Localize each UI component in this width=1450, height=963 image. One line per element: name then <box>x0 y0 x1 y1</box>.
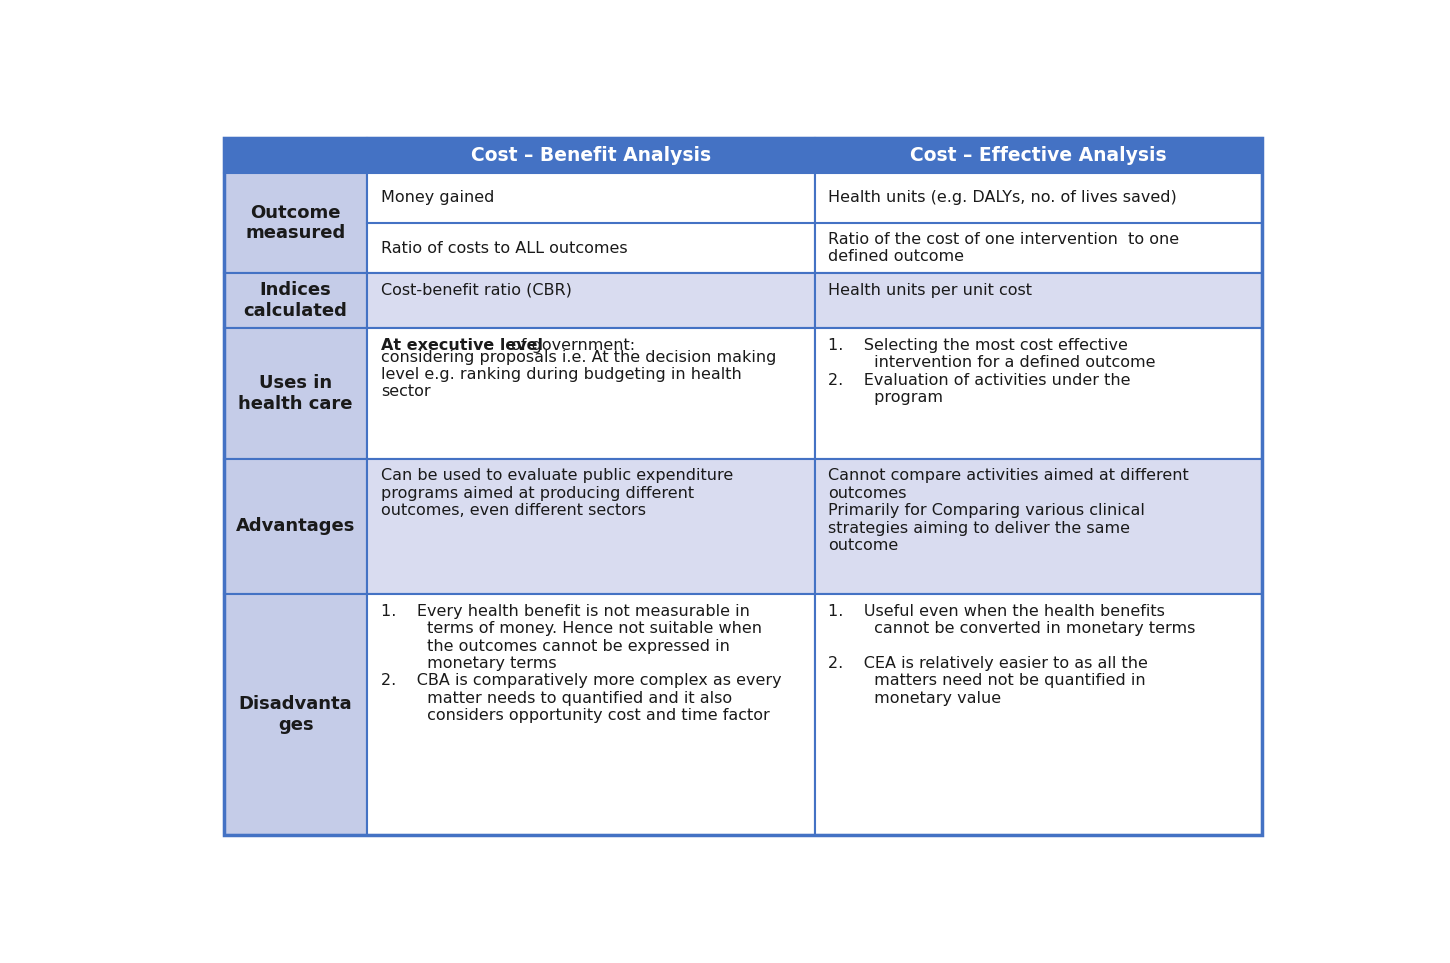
Text: Health units (e.g. DALYs, no. of lives saved): Health units (e.g. DALYs, no. of lives s… <box>828 191 1177 205</box>
Text: Ratio of the cost of one intervention  to one
defined outcome: Ratio of the cost of one intervention to… <box>828 232 1179 264</box>
Text: Cost – Effective Analysis: Cost – Effective Analysis <box>911 145 1167 165</box>
Bar <box>223 173 367 273</box>
Bar <box>367 173 815 273</box>
Bar <box>223 594 367 835</box>
Text: Cannot compare activities aimed at different
outcomes
Primarily for Comparing va: Cannot compare activities aimed at diffe… <box>828 468 1189 553</box>
Text: Ratio of costs to ALL outcomes: Ratio of costs to ALL outcomes <box>381 241 628 255</box>
Bar <box>367 273 815 328</box>
Bar <box>223 138 367 173</box>
Text: Money gained: Money gained <box>381 191 494 205</box>
Bar <box>223 328 367 458</box>
Text: Disadvanta
ges: Disadvanta ges <box>239 695 352 734</box>
Bar <box>815 173 1263 273</box>
Text: 1.    Selecting the most cost effective
         intervention for a defined outc: 1. Selecting the most cost effective int… <box>828 338 1156 405</box>
Text: Can be used to evaluate public expenditure
programs aimed at producing different: Can be used to evaluate public expenditu… <box>381 468 734 518</box>
Bar <box>223 273 367 328</box>
Text: At executive level: At executive level <box>381 338 542 353</box>
Text: Advantages: Advantages <box>236 517 355 535</box>
Text: Outcome
measured: Outcome measured <box>245 203 345 243</box>
Bar <box>367 328 815 458</box>
Bar <box>367 594 815 835</box>
Bar <box>815 594 1263 835</box>
Bar <box>223 458 367 594</box>
Text: Indices
calculated: Indices calculated <box>244 281 348 320</box>
Bar <box>367 458 815 594</box>
Text: Cost – Benefit Analysis: Cost – Benefit Analysis <box>471 145 710 165</box>
Text: considering proposals i.e. At the decision making
level e.g. ranking during budg: considering proposals i.e. At the decisi… <box>381 350 776 400</box>
Bar <box>367 138 815 173</box>
Bar <box>815 273 1263 328</box>
Text: Uses in
health care: Uses in health care <box>238 375 352 413</box>
Text: 1.    Every health benefit is not measurable in
         terms of money. Hence n: 1. Every health benefit is not measurabl… <box>381 604 782 723</box>
Text: Cost-benefit ratio (CBR): Cost-benefit ratio (CBR) <box>381 283 571 298</box>
Bar <box>815 138 1263 173</box>
Text: of government:: of government: <box>506 338 635 353</box>
Bar <box>815 458 1263 594</box>
Bar <box>815 328 1263 458</box>
Text: 1.    Useful even when the health benefits
         cannot be converted in monet: 1. Useful even when the health benefits … <box>828 604 1196 706</box>
Text: Health units per unit cost: Health units per unit cost <box>828 283 1032 298</box>
